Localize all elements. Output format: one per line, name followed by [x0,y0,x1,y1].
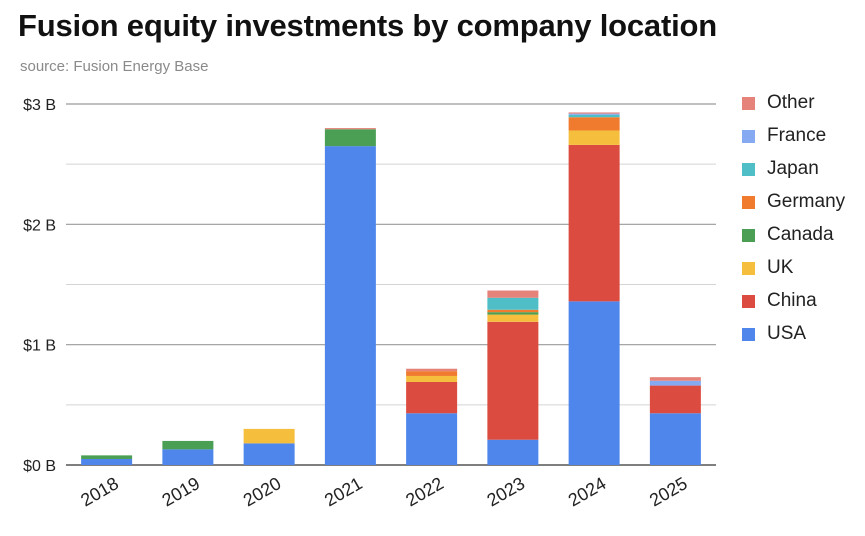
bar-stack-2019 [162,440,214,465]
legend-swatch [742,163,755,176]
legend-swatch [742,328,755,341]
bar-segment-usa-2021 [324,146,376,465]
bar-stack-2022 [406,368,458,465]
bar-segment-usa-2025 [649,413,701,465]
legend-label: Germany [767,191,846,212]
bar-segment-uk-2020 [243,428,295,444]
bar-segment-china-2024 [568,144,620,302]
legend-label: UK [767,257,794,278]
bar-segment-canada-2023 [487,312,539,315]
chart-title: Fusion equity investments by company loc… [18,8,717,43]
y-tick-label: $0 B [23,458,56,475]
bar-segment-other-2025 [649,377,701,381]
x-tick-label: 2018 [77,473,122,510]
legend-swatch [742,130,755,143]
legend-swatch [742,196,755,209]
bar-segment-germany-2024 [568,117,620,131]
bar-stack-2024 [568,112,620,465]
bar-segment-usa-2019 [162,449,214,465]
bar-segment-usa-2023 [487,439,539,465]
bar-segment-france-2025 [649,380,701,386]
bar-stack-2020 [243,428,295,465]
legend-label: Canada [767,224,834,245]
chart-subtitle: source: Fusion Energy Base [20,58,209,75]
bar-segment-china-2022 [406,381,458,414]
legend-swatch [742,262,755,275]
bar-segment-usa-2018 [81,458,133,465]
x-tick-label: 2022 [402,473,447,510]
bar-segment-usa-2022 [406,413,458,465]
bar-segment-japan-2023 [487,297,539,310]
bar-segment-japan-2024 [568,114,620,118]
x-tick-label: 2019 [159,473,204,510]
legend-label: China [767,290,817,311]
bar-stack-2018 [81,455,133,465]
bar-segment-other-2023 [487,290,539,298]
y-tick-label: $3 B [23,97,56,114]
bar-segment-france-2024 [568,113,620,115]
legend-label: Japan [767,158,819,179]
bar-segment-germany-2022 [406,371,458,376]
bar-segment-uk-2024 [568,130,620,145]
bar-segment-canada-2018 [81,455,133,459]
bar-segment-uk-2022 [406,375,458,382]
y-axis-ticks: $0 B $1 B $2 B $3 B [23,97,56,475]
bar-segment-canada-2019 [162,440,214,450]
legend-swatch [742,229,755,242]
bar-segment-canada-2021 [324,129,376,147]
bar-segment-germany-2023 [487,309,539,313]
x-tick-label: 2023 [484,473,529,510]
legend-label: USA [767,323,807,344]
bar-segment-uk-2023 [487,314,539,322]
x-tick-label: 2025 [646,473,691,510]
x-tick-label: 2021 [321,473,366,510]
legend-label: Other [767,92,815,113]
bar-segment-usa-2024 [568,301,620,465]
bar-segment-usa-2020 [243,443,295,465]
bar-stack-2025 [649,377,701,465]
bars [81,112,701,465]
bar-stack-2023 [487,290,539,465]
legend-swatch [742,295,755,308]
x-axis-ticks: 2018 2019 2020 2021 2022 2023 2024 2025 [77,473,690,510]
x-tick-label: 2020 [240,473,285,510]
legend-label: France [767,125,827,146]
x-tick-label: 2024 [565,473,610,510]
bar-segment-china-2025 [649,385,701,414]
bar-segment-other-2022 [406,368,458,372]
bar-segment-china-2023 [487,321,539,440]
y-tick-label: $1 B [23,338,56,355]
bar-stack-2021 [324,128,376,465]
bar-segment-other-2024 [568,112,620,114]
legend-swatch [742,97,755,110]
bar-segment-other-2021 [324,128,376,130]
y-tick-label: $2 B [23,217,56,234]
